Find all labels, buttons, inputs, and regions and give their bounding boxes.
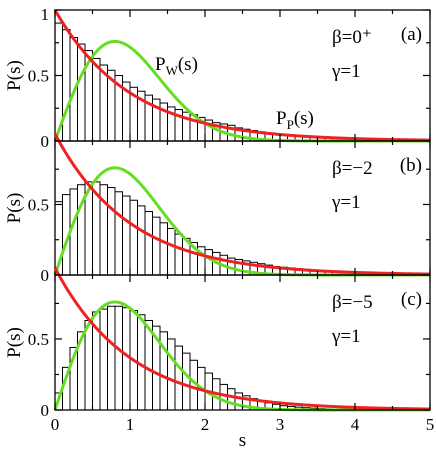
panel-label: (c) bbox=[401, 289, 422, 310]
poisson-curve bbox=[53, 9, 431, 142]
histogram bbox=[54, 305, 431, 411]
histogram-bar bbox=[92, 57, 101, 142]
histogram-bar bbox=[204, 249, 213, 276]
y-tick-label: 0 bbox=[41, 266, 50, 285]
x-tick-label: 1 bbox=[126, 415, 135, 434]
histogram-bar bbox=[122, 195, 131, 276]
histogram-bar bbox=[77, 43, 86, 142]
histogram-bar bbox=[174, 345, 183, 411]
beta-annotation: β=−5 bbox=[332, 292, 373, 313]
x-tick-label: 0 bbox=[51, 415, 60, 434]
histogram-bar bbox=[174, 233, 183, 276]
beta-annotation: β=−2 bbox=[332, 158, 373, 179]
histogram-bar bbox=[227, 388, 236, 411]
y-tick-label: 0.5 bbox=[28, 67, 49, 86]
histogram-bar bbox=[144, 211, 153, 276]
histogram-bar bbox=[84, 319, 93, 411]
poisson-curve bbox=[53, 133, 431, 276]
x-axis-label: s bbox=[239, 430, 246, 451]
y-axis-label: P(s) bbox=[4, 60, 25, 91]
poisson-curve-label: PP(s) bbox=[276, 108, 314, 132]
histogram-bar bbox=[114, 305, 123, 411]
poisson-curve bbox=[53, 267, 431, 411]
panel-1: 0 0.5 1 P(s) (a) β=0⁺ γ=1 PW(s) PP(s) bbox=[4, 5, 431, 151]
wigner-curve-label: PW(s) bbox=[155, 54, 198, 78]
beta-annotation: β=0⁺ bbox=[332, 27, 372, 48]
histogram-bar bbox=[107, 187, 116, 276]
histogram bbox=[54, 181, 431, 276]
histogram-bar bbox=[159, 222, 168, 276]
histogram bbox=[54, 22, 431, 142]
histogram-bar bbox=[62, 29, 71, 142]
y-axis-label: P(s) bbox=[4, 193, 25, 224]
y-tick-label: 1 bbox=[41, 5, 50, 24]
x-tick-label: 2 bbox=[201, 415, 210, 434]
histogram-bar bbox=[122, 307, 131, 411]
y-tick-label: 0.5 bbox=[28, 330, 49, 349]
histogram-bar bbox=[167, 227, 176, 276]
panel-label: (a) bbox=[401, 24, 422, 45]
y-tick-label: 0 bbox=[41, 401, 50, 420]
y-axis-label: P(s) bbox=[4, 327, 25, 358]
gamma-annotation: γ=1 bbox=[331, 326, 361, 347]
gamma-annotation: γ=1 bbox=[331, 192, 361, 213]
histogram-bar bbox=[137, 205, 146, 276]
histogram-bar bbox=[219, 383, 228, 411]
gamma-annotation: γ=1 bbox=[331, 61, 361, 82]
histogram-bar bbox=[107, 305, 116, 411]
y-tick-label: 0 bbox=[41, 132, 50, 151]
panel-3: 0 1 2 3 4 5 0 0.5P(s) s (c) β=−5 γ=1 bbox=[4, 267, 435, 451]
histogram-bar bbox=[129, 199, 138, 276]
histogram-bar bbox=[99, 308, 108, 411]
histogram-bar bbox=[114, 191, 123, 276]
panel-2: 0 0.5P(s) (b) β=−2 γ=1 bbox=[4, 133, 431, 285]
x-tick-label: 3 bbox=[276, 415, 285, 434]
y-tick-label: 0.5 bbox=[28, 195, 49, 214]
histogram-bar bbox=[167, 338, 176, 411]
panel-label: (b) bbox=[400, 155, 422, 176]
x-tick-label: 5 bbox=[426, 415, 435, 434]
x-tick-label: 4 bbox=[351, 415, 360, 434]
histogram-bar bbox=[182, 352, 191, 411]
histogram-bar bbox=[234, 392, 243, 411]
histogram-bar bbox=[152, 216, 161, 276]
